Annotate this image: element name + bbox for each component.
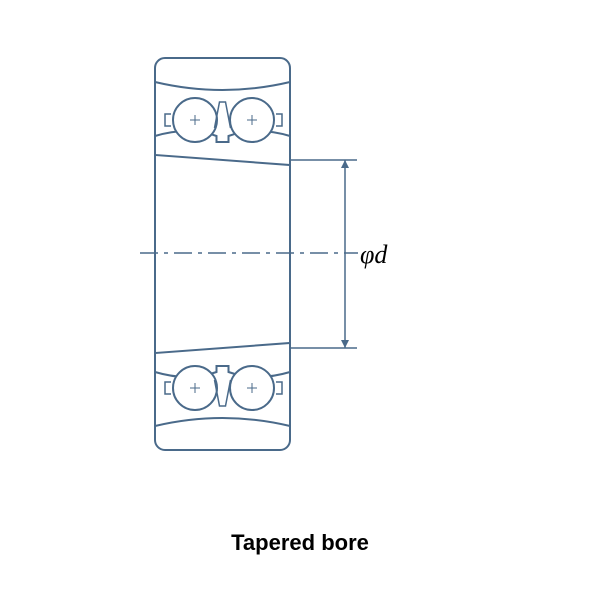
bearing-diagram [0, 0, 600, 600]
bearing-section [140, 58, 358, 450]
diagram-caption: Tapered bore [0, 530, 600, 556]
dimension-label: φd [360, 240, 387, 270]
